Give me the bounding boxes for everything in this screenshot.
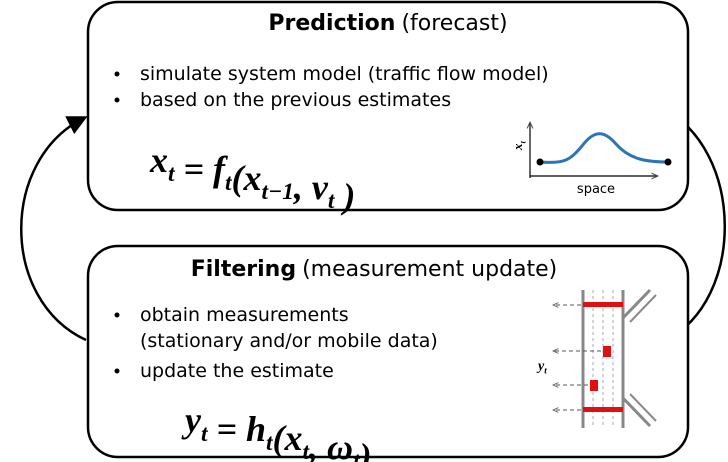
plot-y-label: xt (510, 141, 527, 152)
math-sub: t (201, 421, 209, 447)
plot-point (536, 158, 544, 166)
prediction-title: Prediction (forecast) (268, 11, 507, 36)
bullet-dot (114, 368, 120, 374)
math-base: x (243, 158, 262, 198)
bullet-text: (stationary and/or mobile data) (140, 330, 438, 352)
math-base: h (246, 409, 266, 449)
math-base: x (149, 140, 168, 180)
arrow-left (20, 116, 88, 342)
math-base: ( (273, 418, 288, 458)
math-sub: t−1 (262, 179, 294, 205)
bullet-dot (114, 312, 120, 318)
math-sub: t (266, 430, 274, 456)
math-base: f (213, 149, 228, 189)
plot-curve (539, 132, 669, 164)
road-illustration (553, 288, 657, 428)
math-sub: t (328, 188, 336, 214)
prediction-formula: xt = ft(xt−1, νt ) (149, 140, 355, 216)
math-sub: t (544, 366, 547, 376)
math-base: x (510, 143, 525, 151)
math-base: = (207, 409, 246, 449)
math-base: y (181, 400, 202, 440)
math-base: ω (327, 427, 353, 462)
bullet-text: simulate system model (traffic flow mode… (140, 63, 549, 85)
math-base: ) (357, 436, 372, 462)
math-base: y (536, 359, 545, 374)
prediction-box (86, 0, 690, 212)
math-base: x (284, 418, 303, 458)
bullet-dot (114, 71, 120, 77)
math-base: = (175, 149, 214, 189)
filtering-title: Filtering (measurement update) (191, 257, 558, 282)
arrow-right (661, 106, 726, 342)
math-base: , (293, 167, 312, 207)
math-base: , (308, 427, 327, 462)
filtering-box (86, 244, 690, 459)
bullet-text: obtain measurements (140, 304, 349, 326)
math-sub: t (168, 161, 176, 187)
road-label: yt (536, 359, 547, 376)
filtering-formula: yt = ht(xt, ωt) (181, 400, 372, 462)
math-base: ) (334, 176, 355, 216)
math-sub: t (225, 170, 233, 196)
bullet-text: update the estimate (140, 360, 334, 382)
math-sub: t (353, 448, 361, 462)
math-base: ( (232, 158, 247, 198)
bullet-text: based on the previous estimates (140, 89, 451, 111)
bullet-dot (114, 97, 120, 103)
math-base: ν (312, 167, 329, 207)
plot-point (664, 158, 672, 166)
plot-x-label: space (577, 182, 615, 197)
math-sub: t (303, 439, 311, 462)
math-sub: t (517, 141, 527, 144)
